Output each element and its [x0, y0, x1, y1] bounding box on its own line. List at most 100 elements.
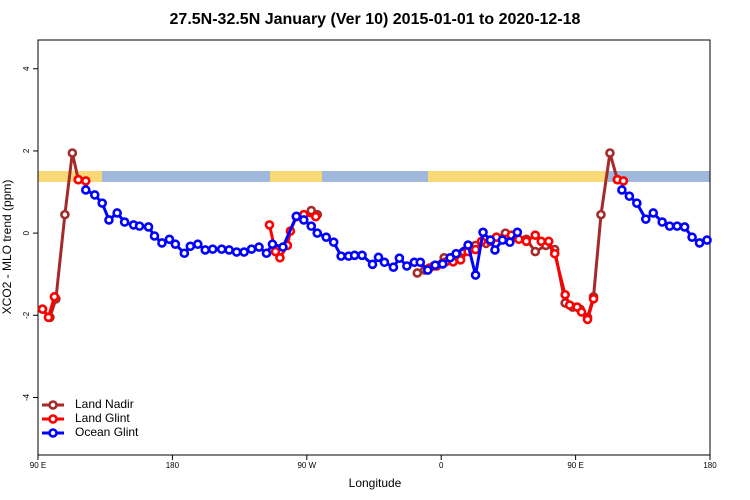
data-point	[143, 222, 154, 232]
data-point	[521, 236, 532, 247]
data-point	[588, 294, 599, 304]
data-point	[310, 211, 321, 222]
data-point	[60, 209, 70, 220]
data-point	[104, 215, 114, 225]
data-point	[412, 268, 423, 278]
data-point	[470, 244, 481, 255]
data-point	[415, 257, 426, 268]
data-point	[672, 221, 682, 231]
data-point	[336, 251, 346, 261]
data-point	[231, 247, 242, 257]
data-point	[632, 198, 642, 208]
data-point	[267, 239, 278, 250]
data-point	[455, 255, 466, 265]
y-axis-label: XCO2 - MLO trend (ppm)	[0, 180, 14, 315]
data-point	[617, 185, 627, 195]
legend-marker	[48, 428, 58, 438]
x-axis-label: Longitude	[349, 476, 402, 490]
data-point	[564, 300, 575, 310]
data-point	[512, 227, 523, 238]
data-point	[112, 208, 122, 218]
data-point	[134, 221, 145, 231]
data-point	[224, 245, 234, 255]
data-point	[37, 304, 48, 314]
data-point	[270, 246, 281, 257]
data-point	[216, 244, 227, 254]
data-point	[430, 260, 441, 270]
data-point	[576, 307, 587, 317]
data-point	[299, 215, 309, 225]
y-tick-label: 2	[22, 148, 31, 153]
ocean-strip	[38, 171, 710, 182]
land-strip	[428, 171, 608, 182]
x-tick-label: 90 E	[30, 461, 46, 470]
data-point	[402, 261, 412, 271]
data-point	[679, 222, 690, 232]
legend-label: Land Glint	[75, 411, 130, 425]
data-point	[278, 242, 288, 252]
data-point	[388, 262, 399, 273]
data-point	[207, 244, 218, 254]
y-tick-label: 0	[22, 230, 31, 235]
data-point	[80, 176, 91, 186]
data-point	[618, 176, 629, 186]
data-point	[560, 289, 570, 300]
data-point	[306, 221, 317, 231]
data-point	[451, 248, 461, 259]
data-point	[254, 242, 264, 252]
data-point	[596, 209, 606, 220]
x-tick-label: 180	[166, 461, 180, 470]
legend-label: Land Nadir	[75, 397, 134, 411]
data-point	[80, 185, 91, 195]
data-point	[379, 257, 390, 268]
data-point	[536, 236, 547, 247]
data-point	[694, 238, 705, 248]
data-point	[543, 236, 554, 247]
data-point	[97, 198, 108, 208]
y-tick-label: 4	[22, 66, 31, 71]
x-tick-label: 0	[439, 461, 444, 470]
data-point	[485, 235, 496, 245]
data-point	[497, 235, 508, 245]
data-point	[43, 312, 54, 323]
land-strip	[270, 171, 322, 182]
x-tick-label: 180	[703, 461, 717, 470]
data-point	[239, 247, 249, 257]
legend-marker	[48, 414, 58, 424]
data-point	[179, 248, 190, 259]
y-tick-label: -4	[22, 393, 31, 401]
data-point	[664, 221, 675, 231]
data-point	[702, 235, 712, 245]
data-point	[192, 239, 203, 250]
data-point	[373, 252, 384, 263]
x-tick-label: 90 W	[297, 461, 316, 470]
data-point	[357, 250, 367, 261]
data-point	[200, 245, 211, 255]
data-point	[605, 148, 615, 158]
data-point	[582, 314, 593, 325]
data-point	[312, 228, 323, 238]
data-point	[394, 253, 405, 263]
data-point	[149, 231, 160, 241]
data-point	[648, 208, 659, 218]
data-point	[657, 217, 668, 227]
y-tick-label: -2	[22, 311, 31, 319]
data-point	[530, 246, 541, 257]
map-strip	[38, 171, 710, 182]
data-point	[349, 250, 360, 261]
data-point	[624, 191, 635, 201]
data-point	[89, 190, 100, 200]
data-point	[505, 237, 515, 247]
data-point	[367, 259, 378, 270]
plot-frame	[37, 39, 711, 456]
data-point	[246, 244, 257, 254]
data-point	[437, 259, 448, 269]
data-point	[119, 217, 130, 227]
data-point	[463, 240, 473, 250]
data-point	[328, 237, 339, 247]
x-tick-label: 90 E	[567, 461, 583, 470]
data-point	[490, 245, 500, 255]
data-point	[291, 211, 302, 222]
legend-marker	[48, 400, 58, 410]
